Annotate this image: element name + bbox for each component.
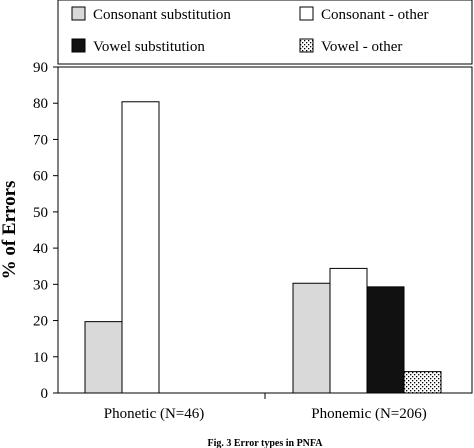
legend-label: Vowel substitution [93, 39, 205, 55]
legend-swatch [299, 6, 314, 21]
bar-consonant-other-1 [121, 101, 160, 394]
legend-swatch [71, 38, 86, 53]
y-tick-label: 40 [33, 241, 48, 257]
x-axis: Phonetic (N=46) Phonemic (N=206) [104, 393, 427, 422]
bar-consonant-substitution-2 [292, 282, 331, 394]
legend-label: Consonant substitution [93, 7, 231, 23]
y-tick-label: 70 [33, 132, 48, 148]
legend: Consonant substitution Consonant - other V… [71, 6, 428, 55]
x-category-label: Phonetic (N=46) [104, 406, 205, 422]
legend-label: Vowel - other [321, 39, 402, 55]
y-tick-label: 0 [41, 386, 49, 402]
y-axis: 0 10 20 30 40 50 60 70 80 90 [33, 60, 58, 402]
y-tick-label: 90 [33, 60, 48, 76]
legend-swatch [299, 38, 314, 53]
bar-consonant-other-2 [329, 267, 368, 394]
legend-frame [57, 0, 473, 65]
figure-caption: Fig. 3 Error types in PNFA [208, 438, 324, 448]
bar-vowel-other-2 [403, 371, 442, 394]
y-axis-label: % of Errors [0, 181, 20, 280]
y-tick-label: 80 [33, 96, 48, 112]
y-tick-label: 30 [33, 277, 48, 293]
legend-swatch [71, 6, 86, 21]
legend-label: Consonant - other [321, 7, 428, 23]
y-tick-label: 60 [33, 169, 48, 185]
y-tick-label: 20 [33, 314, 48, 330]
y-tick-label: 10 [33, 350, 48, 366]
x-category-label: Phonemic (N=206) [311, 406, 427, 422]
y-tick-label: 50 [33, 205, 48, 221]
bar-vowel-substitution-2 [366, 286, 405, 394]
bar-consonant-substitution-1 [84, 321, 123, 394]
bars [84, 101, 442, 394]
